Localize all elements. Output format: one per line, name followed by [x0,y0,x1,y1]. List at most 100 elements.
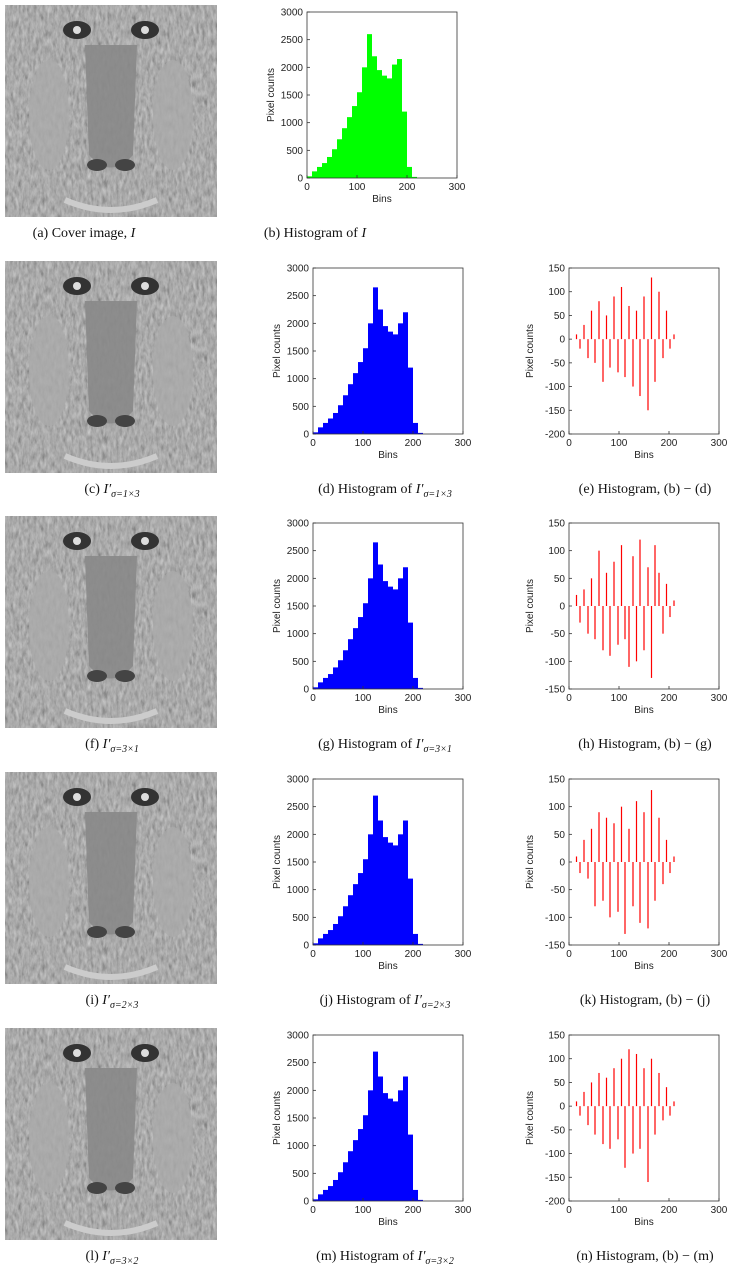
y-tick-label: 2500 [287,1058,310,1069]
caption-text: (g) Histogram of [318,737,412,752]
y-tick-label: 2000 [287,830,310,841]
caption-text: (m) Histogram of [316,1249,414,1264]
histogram-bar [407,166,412,178]
y-axis-label: Pixel counts [272,1091,283,1145]
histogram-bar [363,859,368,945]
histogram-bar [378,1076,383,1201]
histogram-bar [322,163,327,178]
y-tick-label: 500 [292,402,309,413]
histogram-bar [343,1162,348,1201]
y-tick-label: 0 [559,858,565,869]
histogram-bar [328,1186,333,1201]
histogram-bar [398,834,403,945]
histogram-bar [363,348,368,434]
histogram-bar [353,884,358,945]
histogram-bar [338,1172,343,1201]
histogram-bar [387,78,392,178]
x-tick-label: 0 [566,438,572,449]
histogram-bar [333,1179,338,1201]
histogram-bar [377,70,382,178]
caption-text: (h) Histogram, (b) − (g) [578,737,712,752]
caption-text: (f) [85,737,99,752]
x-axis-label: Bins [634,961,653,972]
y-tick-label: 3000 [287,775,310,786]
histogram-bar [318,1194,323,1201]
x-tick-label: 0 [310,693,316,704]
x-tick-label: 200 [661,693,678,704]
x-axis-label: Bins [378,450,397,461]
y-tick-label: 1500 [287,347,310,358]
x-axis-label: Bins [378,705,397,716]
histogram-bar [348,639,353,689]
y-tick-label: 0 [303,941,309,952]
caption: (h) Histogram, (b) − (g) [578,737,712,752]
x-tick-label: 300 [455,438,472,449]
histogram-bar [318,938,323,945]
caption-text: (k) Histogram, (b) − (j) [580,993,711,1008]
histogram-bar [343,650,348,689]
histogram-bar [413,933,418,945]
y-tick-label: 150 [548,264,565,275]
y-axis-label: Pixel counts [272,324,283,378]
histogram-bar [398,323,403,434]
x-tick-label: 300 [711,1205,728,1216]
caption-subscript: σ=3×1 [423,744,451,755]
x-tick-label: 100 [355,438,372,449]
y-tick-label: 2500 [287,802,310,813]
y-tick-label: 2000 [287,574,310,585]
x-tick-label: 300 [449,182,466,193]
histogram-bar [418,687,423,689]
caption-text: (i) [86,993,100,1008]
histogram-bar [313,687,318,689]
y-tick-label: 100 [548,287,565,298]
axes-box [568,267,720,435]
y-axis-label: Pixel counts [525,579,536,633]
x-tick-label: 200 [399,182,416,193]
histogram-bar [393,589,398,689]
histogram-bar [388,1098,393,1201]
histogram-bar [397,59,402,178]
caption: (d) Histogram of I′σ=1×3 [318,482,452,500]
histogram-bar [348,895,353,945]
y-tick-label: 2000 [287,319,310,330]
caption: (n) Histogram, (b) − (m) [576,1249,714,1264]
y-tick-label: 0 [559,1102,565,1113]
histogram-bar [372,56,377,179]
histogram-bar [383,1093,388,1201]
x-tick-label: 200 [405,693,422,704]
histogram-bar [333,923,338,945]
y-tick-label: 3000 [287,1031,310,1042]
y-tick-label: 3000 [287,519,310,530]
histogram-bar [313,943,318,945]
x-tick-label: 200 [661,1205,678,1216]
histogram-bar [327,156,332,178]
x-tick-label: 200 [661,438,678,449]
histogram-bar [388,331,393,434]
y-tick-label: -150 [545,1173,565,1184]
y-tick-label: 0 [559,602,565,613]
x-tick-label: 0 [566,693,572,704]
y-tick-label: -150 [545,685,565,696]
caption-text: (n) Histogram, (b) − (m) [576,1249,714,1264]
y-tick-label: -50 [551,1125,566,1136]
histogram-bar [378,564,383,689]
histogram-bar [403,820,408,945]
y-tick-label: 100 [548,1054,565,1065]
histogram-bar [362,67,367,178]
histogram-bar [353,628,358,689]
y-tick-label: 0 [303,685,309,696]
caption-subscript: σ=3×1 [110,744,138,755]
histogram-bar [317,166,322,178]
histogram-bar [312,171,317,178]
caption-text: (e) Histogram, (b) − (d) [579,482,712,497]
histogram-bar [343,395,348,434]
histogram-bar [413,422,418,434]
histogram-bar [358,1129,363,1201]
histogram-bar [352,106,357,178]
caption-math: I′ [413,993,423,1008]
histogram-bar [342,128,347,178]
y-tick-label: 1000 [287,374,310,385]
x-axis-label: Bins [634,450,653,461]
x-tick-label: 200 [405,1205,422,1216]
y-tick-label: 500 [292,913,309,924]
